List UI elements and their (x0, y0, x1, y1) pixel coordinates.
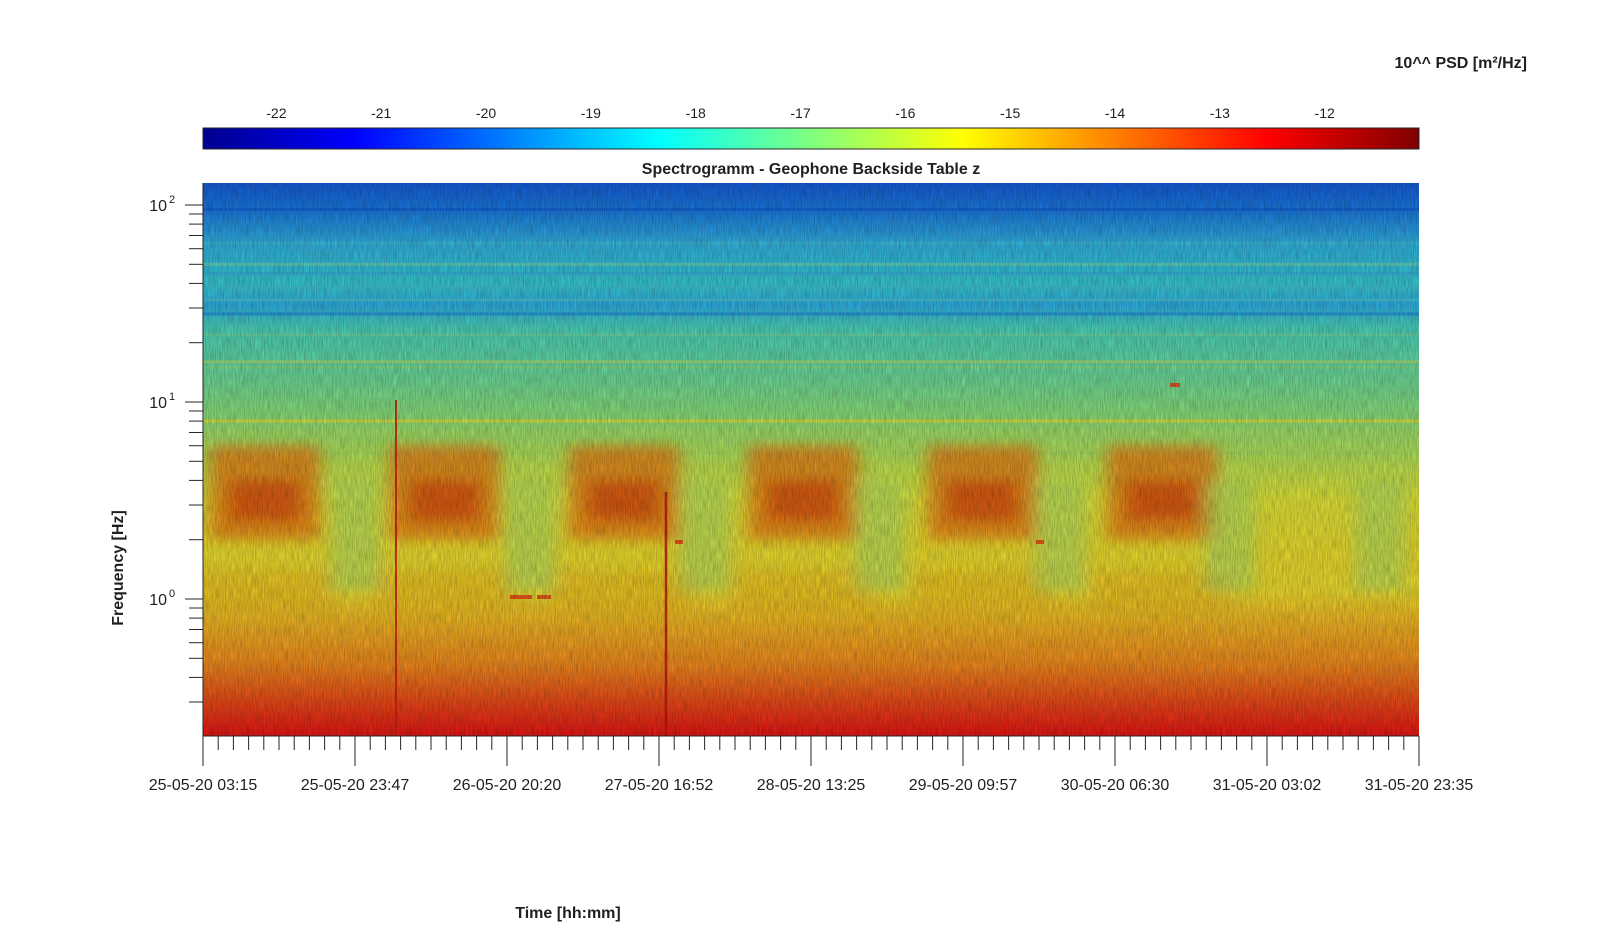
spectrogram-plot (203, 183, 1419, 736)
y-axis-label: Frequency [Hz] (110, 510, 127, 626)
colorbar-tick-label: -14 (1105, 105, 1125, 121)
x-tick-label: 27-05-20 16:52 (605, 777, 714, 794)
colorbar (202, 127, 1420, 150)
y-tick-label: 10 (149, 198, 167, 215)
colorbar-tick-label: -22 (266, 105, 286, 121)
colorbar-tick-label: -16 (895, 105, 915, 121)
colorbar-tick-label: -13 (1210, 105, 1230, 121)
y-tick-exponent: 2 (169, 194, 175, 206)
colorbar-tick-label: -17 (790, 105, 810, 121)
y-tick-exponent: 0 (169, 588, 175, 600)
x-tick-label: 25-05-20 03:15 (149, 777, 258, 794)
x-axis: 25-05-20 03:15 25-05-20 23:47 26-05-20 20:… (149, 735, 1474, 794)
y-tick-exponent: 1 (169, 391, 175, 403)
x-tick-label: 26-05-20 20:20 (453, 777, 562, 794)
colorbar-label: 10^^ PSD [m²/Hz] (1395, 55, 1527, 72)
x-tick-label: 31-05-20 23:35 (1365, 777, 1474, 794)
colorbar-tick-label: -20 (476, 105, 496, 121)
colorbar-ticks: -22 -21 -20 -19 -18 -17 -16 -15 -14 -13 -12 (266, 105, 1335, 138)
colorbar-tick-label: -12 (1315, 105, 1335, 121)
x-tick-label: 29-05-20 09:57 (909, 777, 1018, 794)
x-axis-label: Time [hh:mm] (515, 905, 620, 922)
y-tick-label: 10 (149, 395, 167, 412)
colorbar-tick-label: -18 (686, 105, 706, 121)
colorbar-tick-label: -19 (581, 105, 601, 121)
y-tick-label: 10 (149, 592, 167, 609)
chart-title: Spectrogramm - Geophone Backside Table z (642, 161, 980, 178)
x-tick-label: 31-05-20 03:02 (1213, 777, 1322, 794)
x-tick-label: 28-05-20 13:25 (757, 777, 866, 794)
spectrogram-noise (203, 183, 1419, 736)
x-tick-label: 30-05-20 06:30 (1061, 777, 1170, 794)
colorbar-tick-label: -15 (1000, 105, 1020, 121)
x-tick-label: 25-05-20 23:47 (301, 777, 410, 794)
colorbar-tick-label: -21 (371, 105, 391, 121)
